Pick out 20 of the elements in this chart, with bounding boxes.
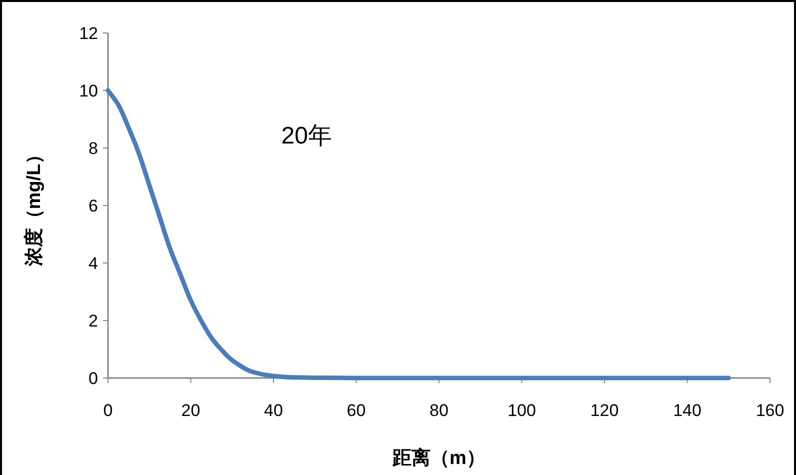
- x-tick-label: 60: [346, 401, 366, 420]
- y-tick-label: 0: [88, 369, 98, 388]
- x-tick-label: 20: [181, 401, 200, 420]
- annotation: 20年: [281, 122, 332, 150]
- x-tick-label: 80: [430, 401, 448, 420]
- y-tick-label: 8: [88, 139, 98, 158]
- x-axis-title: 距离（m）: [392, 447, 486, 469]
- y-tick-label: 10: [79, 82, 98, 100]
- x-tick-label: 100: [508, 401, 536, 420]
- y-tick-label: 6: [88, 196, 98, 216]
- y-tick-label: 2: [88, 312, 98, 330]
- y-tick-label: 4: [88, 254, 98, 273]
- x-tick-label: 40: [264, 401, 283, 420]
- y-tick-label: 12: [79, 24, 98, 43]
- x-tick-label: 0: [103, 401, 113, 420]
- y-axis-title: 浓度（mg/L）: [23, 144, 45, 268]
- x-tick-label: 140: [673, 401, 702, 420]
- line-series: [106, 88, 731, 380]
- x-tick-label: 120: [590, 401, 619, 420]
- x-tick-label: 160: [756, 401, 784, 420]
